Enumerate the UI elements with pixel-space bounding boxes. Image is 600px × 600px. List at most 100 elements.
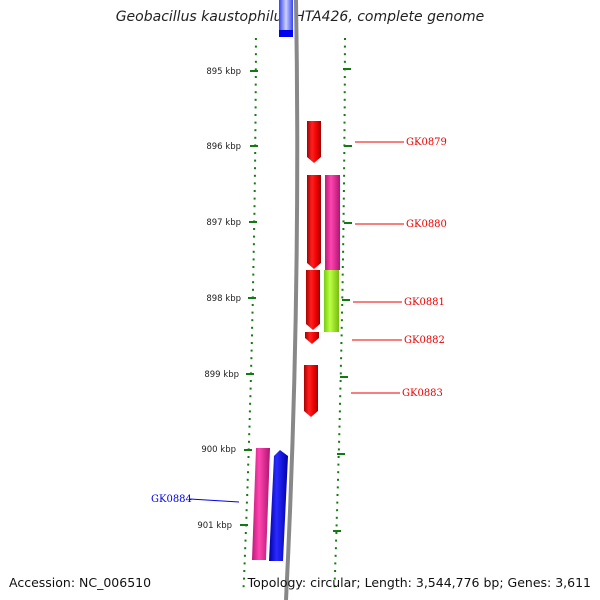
- right-tick-4: [342, 299, 350, 301]
- feature-top-blue: [279, 0, 293, 37]
- minor-tick-left-66: [244, 539, 247, 542]
- minor-tick-right-50: [338, 418, 341, 420]
- minor-tick-right-42: [340, 357, 343, 360]
- major-tick-900: [244, 449, 252, 451]
- minor-tick-left-46: [249, 387, 252, 390]
- kbp-scale: 895 kbp 896 kbp 897 kbp 898 kbp 899 kbp …: [197, 67, 258, 531]
- minor-tick-left-56: [247, 463, 250, 466]
- minor-tick-left-55: [247, 456, 250, 458]
- minor-tick-right-41: [340, 349, 343, 352]
- minor-tick-left-16: [254, 159, 257, 162]
- minor-tick-left-67: [244, 547, 247, 550]
- label-gk0884[interactable]: GK0884: [151, 494, 192, 505]
- major-tick-897: [249, 221, 257, 223]
- minor-tick-right-52: [338, 433, 341, 436]
- minor-tick-right-65: [335, 532, 338, 534]
- feature-top-blue-edge: [279, 30, 293, 37]
- minor-tick-right-25: [342, 228, 345, 230]
- right-tick-5: [340, 376, 348, 378]
- gene-gk0884[interactable]: [269, 450, 288, 561]
- minor-tick-left-72: [242, 585, 245, 588]
- right-major-ticks: [333, 68, 352, 532]
- minor-tick-right-40: [340, 342, 343, 344]
- minor-tick-right-20: [342, 190, 345, 192]
- right-tick-6: [337, 453, 345, 455]
- label-gk0880[interactable]: GK0880: [406, 219, 447, 230]
- minor-tick-right-49: [338, 410, 341, 413]
- minor-tick-right-22: [342, 205, 345, 208]
- gene-gk0879[interactable]: [307, 121, 321, 163]
- minor-tick-right-34: [341, 296, 344, 299]
- minor-tick-right-12: [343, 129, 346, 132]
- minor-tick-left-45: [249, 380, 252, 382]
- right-tick-1: [343, 68, 351, 70]
- minor-tick-left-12: [254, 129, 257, 132]
- minor-tick-right-59: [336, 486, 339, 489]
- gene-track-plus: [304, 121, 340, 417]
- minor-tick-left-63: [245, 516, 248, 519]
- minor-tick-right-69: [334, 562, 337, 565]
- minor-tick-left-58: [246, 478, 249, 481]
- minor-tick-right-6: [343, 83, 346, 86]
- minor-tick-left-37: [251, 319, 254, 322]
- kbp-label-900: 900 kbp: [201, 445, 236, 455]
- label-gk0881[interactable]: GK0881: [404, 297, 445, 308]
- gene-gk0880[interactable]: [307, 175, 321, 269]
- major-tick-895: [250, 70, 258, 72]
- minor-tick-left-35: [251, 304, 254, 306]
- minor-tick-left-0: [254, 38, 257, 40]
- minor-tick-left-42: [250, 357, 253, 360]
- minor-tick-left-1: [254, 45, 257, 48]
- minor-tick-left-65: [244, 532, 247, 534]
- label-gk0879[interactable]: GK0879: [406, 137, 447, 148]
- minor-tick-left-30: [252, 266, 255, 268]
- minor-tick-right-38: [340, 326, 343, 329]
- gene-gk0881[interactable]: [306, 270, 320, 330]
- minor-tick-left-60: [246, 494, 249, 496]
- gene-gk0883[interactable]: [304, 365, 318, 417]
- minor-tick-right-10: [343, 114, 346, 116]
- minor-tick-right-64: [335, 524, 338, 527]
- minor-tick-left-47: [249, 395, 252, 398]
- kbp-label-897: 897 kbp: [206, 218, 241, 228]
- gene-gk0882[interactable]: [305, 332, 319, 344]
- minor-tick-right-32: [341, 281, 344, 284]
- minor-tick-left-2: [254, 53, 257, 56]
- minor-tick-left-69: [243, 562, 246, 565]
- minor-tick-right-51: [338, 425, 341, 428]
- minor-tick-left-4: [254, 68, 257, 71]
- label-leaders: [189, 141, 404, 503]
- minor-tick-left-59: [246, 486, 249, 489]
- gene-track-minus: [252, 448, 288, 561]
- minor-tick-right-16: [343, 159, 346, 162]
- minor-tick-right-17: [343, 167, 346, 170]
- minor-tick-right-3: [343, 60, 346, 63]
- minor-tick-left-26: [253, 235, 255, 238]
- minor-tick-left-9: [254, 106, 257, 109]
- major-tick-901: [240, 524, 248, 526]
- minor-tick-right-2: [343, 53, 346, 56]
- minor-tick-right-72: [333, 585, 336, 588]
- tick-dots-left: [242, 38, 257, 588]
- genome-summary-text: Topology: circular; Length: 3,544,776 bp…: [247, 575, 591, 590]
- minor-tick-right-21: [342, 197, 345, 200]
- minor-tick-left-3: [254, 60, 257, 63]
- label-gk0883[interactable]: GK0883: [402, 388, 443, 399]
- minor-tick-right-70: [334, 570, 337, 572]
- minor-tick-right-1: [343, 45, 346, 48]
- minor-tick-right-29: [342, 258, 344, 261]
- minor-tick-right-67: [334, 547, 337, 550]
- label-gk0882[interactable]: GK0882: [404, 335, 445, 346]
- minor-tick-right-39: [340, 334, 343, 337]
- minor-tick-right-31: [341, 273, 344, 276]
- minor-tick-right-55: [337, 456, 340, 458]
- minor-tick-left-29: [252, 258, 255, 261]
- kbp-label-898: 898 kbp: [206, 294, 241, 304]
- minor-tick-right-30: [341, 266, 344, 268]
- minor-tick-left-7: [254, 91, 257, 94]
- major-tick-898: [248, 297, 256, 299]
- minor-tick-right-48: [339, 402, 341, 405]
- gene-labels: GK0879 GK0880 GK0881 GK0882 GK0883 GK088…: [151, 137, 447, 505]
- minor-tick-right-43: [339, 364, 342, 367]
- minor-tick-right-58: [337, 478, 339, 481]
